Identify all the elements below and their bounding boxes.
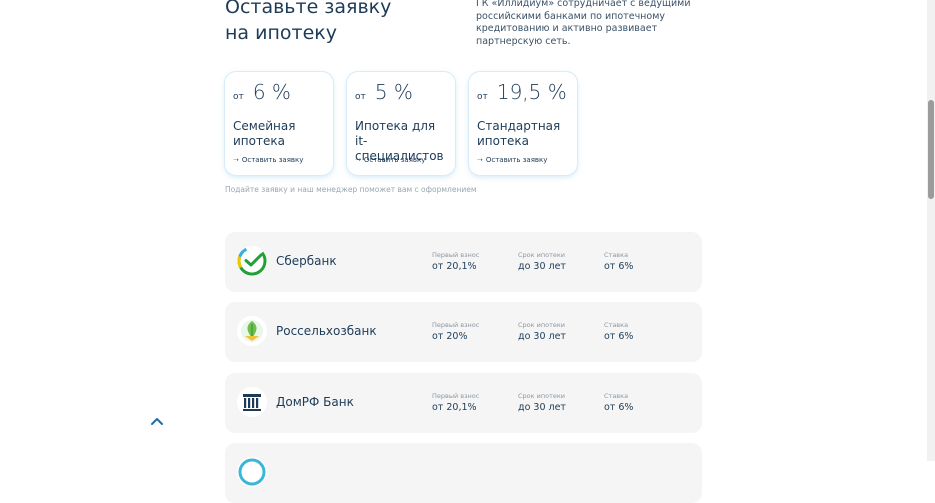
stat-down-payment: Первый взнос от 20,1% <box>432 251 479 272</box>
mortgage-card-standard[interactable]: от 19,5 % Стандартная ипотека ➝ Оставить … <box>469 72 577 175</box>
chevron-up-icon[interactable] <box>149 412 165 425</box>
stat-label: Срок ипотеки <box>518 321 566 329</box>
card-title: Стандартная ипотека <box>477 119 561 148</box>
apply-link[interactable]: ➝ Оставить заявку <box>233 156 303 164</box>
apply-link[interactable]: ➝ Оставить заявку <box>355 156 425 164</box>
card-title: Ипотека для it-специалистов <box>355 119 444 163</box>
domrf-logo-icon <box>237 387 267 417</box>
card-title: Семейная ипотека <box>233 119 296 148</box>
bank-name: Сбербанк <box>276 254 337 268</box>
card-rate: от 5 % <box>355 80 413 104</box>
bank-row-rosselkhozbank[interactable]: Россельхозбанк Первый взнос от 20% Срок … <box>225 302 702 362</box>
page-title-line2: на ипотеку <box>225 22 337 44</box>
stat-value: до 30 лет <box>518 402 566 413</box>
bank-name: Россельхозбанк <box>276 324 377 338</box>
bank-row-domrf[interactable]: ДомРФ Банк Первый взнос от 20,1% Срок ип… <box>225 373 702 433</box>
stat-down-payment: Первый взнос от 20% <box>432 321 479 342</box>
apply-link-label: Оставить заявку <box>363 156 426 164</box>
stat-value: от 20,1% <box>432 261 477 272</box>
rate-value: 6 % <box>252 80 291 104</box>
rate-prefix: от <box>233 92 244 102</box>
bank-row-sberbank[interactable]: Сбербанк Первый взнос от 20,1% Срок ипот… <box>225 232 702 292</box>
arrow-right-icon: ➝ <box>355 156 361 164</box>
rate-value: 19,5 % <box>496 80 567 104</box>
stat-rate: Ставка от 6% <box>604 251 633 272</box>
page-title-line1: Оставьте заявку <box>225 0 392 18</box>
apply-link-label: Оставить заявку <box>485 156 548 164</box>
stat-value: от 6% <box>604 402 634 413</box>
card-rate: от 19,5 % <box>477 80 567 104</box>
stat-term: Срок ипотеки до 30 лет <box>518 321 566 342</box>
bank-name: ДомРФ Банк <box>276 395 354 409</box>
bank-logo-icon <box>237 457 267 487</box>
rate-value: 5 % <box>374 80 413 104</box>
page-title: Оставьте заявку на ипотеку <box>225 0 391 46</box>
bank-row-partial[interactable] <box>225 443 702 503</box>
stat-term: Срок ипотеки до 30 лет <box>518 251 566 272</box>
scrollbar-thumb[interactable] <box>928 100 934 199</box>
rate-prefix: от <box>477 92 488 102</box>
mortgage-card-family[interactable]: от 6 % Семейная ипотека ➝ Оставить заявку <box>225 72 333 175</box>
stat-label: Ставка <box>604 321 629 329</box>
stat-down-payment: Первый взнос от 20,1% <box>432 392 479 413</box>
stat-rate: Ставка от 6% <box>604 392 633 413</box>
mortgage-card-it[interactable]: от 5 % Ипотека для it-специалистов ➝ Оста… <box>347 72 455 175</box>
scrollbar-track[interactable] <box>927 0 935 461</box>
arrow-right-icon: ➝ <box>233 156 239 164</box>
apply-link-label: Оставить заявку <box>241 156 304 164</box>
sberbank-logo-icon <box>237 246 267 276</box>
stat-label: Первый взнос <box>432 392 480 400</box>
apply-link[interactable]: ➝ Оставить заявку <box>477 156 547 164</box>
stat-rate: Ставка от 6% <box>604 321 633 342</box>
stat-label: Первый взнос <box>432 251 480 259</box>
stat-value: от 20,1% <box>432 402 477 413</box>
hint-text: Подайте заявку и наш менеджер поможет ва… <box>225 185 477 194</box>
arrow-right-icon: ➝ <box>477 156 483 164</box>
stat-label: Срок ипотеки <box>518 392 566 400</box>
stat-term: Срок ипотеки до 30 лет <box>518 392 566 413</box>
stat-label: Ставка <box>604 251 629 259</box>
stat-value: от 20% <box>432 331 468 342</box>
stat-value: до 30 лет <box>518 261 566 272</box>
rosselkhozbank-logo-icon <box>237 316 267 346</box>
rate-prefix: от <box>355 92 366 102</box>
stat-label: Ставка <box>604 392 629 400</box>
stat-value: до 30 лет <box>518 331 566 342</box>
stat-value: от 6% <box>604 331 634 342</box>
stat-value: от 6% <box>604 261 634 272</box>
stat-label: Срок ипотеки <box>518 251 566 259</box>
intro-text: ГК «Иллидиум» сотрудничает с ведущими ро… <box>476 0 691 47</box>
card-rate: от 6 % <box>233 80 291 104</box>
stat-label: Первый взнос <box>432 321 480 329</box>
